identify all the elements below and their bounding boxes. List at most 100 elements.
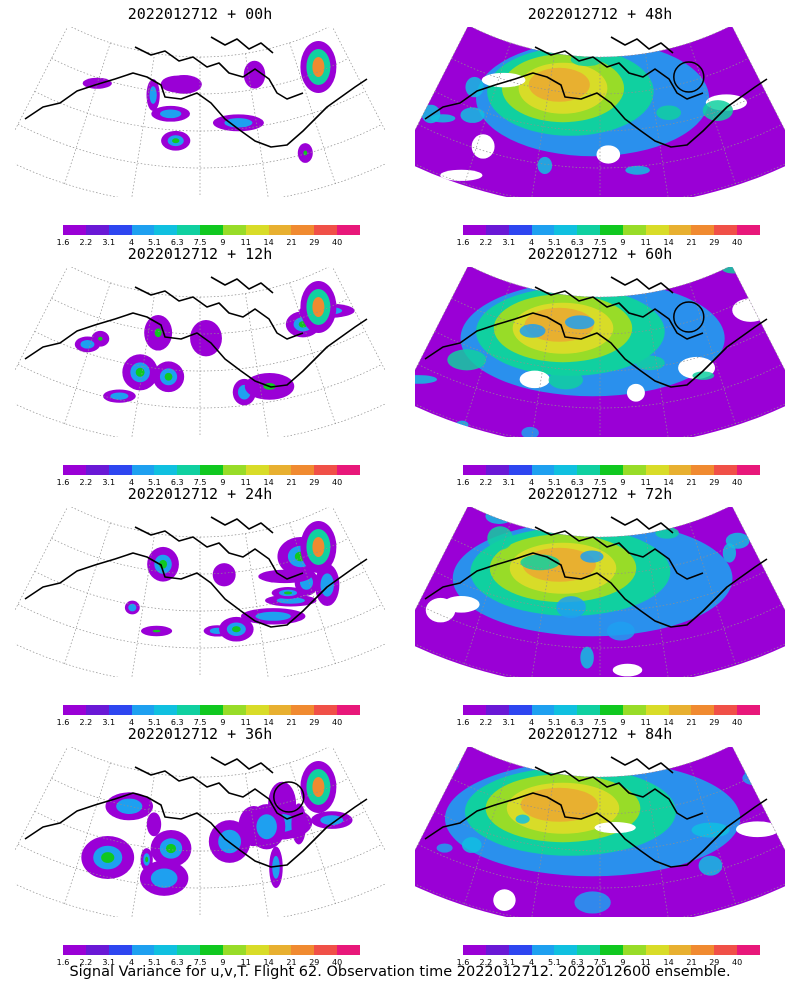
colorbar-swatch [531, 225, 555, 235]
colorbar-swatch [691, 705, 715, 715]
colorbar-swatch [63, 705, 86, 715]
colorbar-swatch [714, 945, 738, 955]
colorbar-label: 4 [528, 238, 535, 247]
colorbar-swatch [531, 945, 555, 955]
map-panel: 2022012712 + 84h 1.6 2.2 3.1 4 5.1 6.3 7.5 9 11 14… [400, 725, 800, 970]
colorbar-label: 6.3 [570, 238, 584, 247]
colorbar-label: 1.6 [56, 718, 70, 727]
colorbar-label: 9 [220, 718, 226, 727]
coastline [424, 276, 768, 388]
colorbar-swatch [291, 705, 315, 715]
panel-title: 2022012712 + 72h [527, 485, 673, 503]
colorbar-label: 3.1 [502, 238, 516, 247]
colorbar-swatch [508, 945, 532, 955]
panel-title: 2022012712 + 84h [527, 725, 673, 743]
colorbar-swatch [622, 465, 646, 475]
colorbar-label: 40 [332, 478, 343, 487]
colorbar-swatch [85, 225, 109, 235]
colorbar-label: 11 [240, 478, 251, 487]
colorbar-swatch [645, 705, 669, 715]
colorbar-swatch [222, 225, 246, 235]
colorbar-swatch [131, 945, 155, 955]
colorbar-swatch [714, 225, 738, 235]
colorbar [463, 465, 760, 475]
colorbar-label: 11 [640, 238, 651, 247]
colorbar-label: 21 [286, 478, 297, 487]
colorbar-swatch [531, 705, 555, 715]
colorbar-labels: 1.6 2.2 3.1 4 5.1 6.3 7.5 9 11 14 21 29 40 [55, 238, 355, 248]
colorbar-label: 6.3 [570, 958, 584, 967]
colorbar-label: 29 [709, 958, 720, 967]
variance-map [15, 27, 385, 197]
colorbar-label: 7.5 [193, 238, 207, 247]
map-panel: 2022012712 + 00h 1.6 2.2 3.1 4 5.1 6.3 7.5 9 11 14… [0, 5, 400, 250]
colorbar-label: 3.1 [502, 958, 516, 967]
colorbar-swatch [131, 705, 155, 715]
colorbar-labels: 1.6 2.2 3.1 4 5.1 6.3 7.5 9 11 14 21 29 40 [55, 958, 355, 968]
colorbar-label: 2.2 [479, 238, 493, 247]
colorbar-label: 11 [240, 238, 251, 247]
colorbar-label: 7.5 [193, 958, 207, 967]
colorbar-swatch [554, 945, 578, 955]
colorbar-swatch [291, 465, 315, 475]
coastline [424, 516, 768, 628]
colorbar-label: 5.1 [148, 958, 161, 967]
colorbar-labels: 1.6 2.2 3.1 4 5.1 6.3 7.5 9 11 14 21 29 40 [455, 718, 755, 728]
variance-map [415, 27, 785, 197]
colorbar-swatch [131, 225, 155, 235]
colorbar-label: 21 [286, 958, 297, 967]
highlight-circle [673, 61, 705, 93]
colorbar-label: 29 [709, 238, 720, 247]
colorbar-label: 21 [686, 958, 697, 967]
colorbar-label: 7.5 [193, 718, 207, 727]
colorbar-labels: 1.6 2.2 3.1 4 5.1 6.3 7.5 9 11 14 21 29 40 [55, 718, 355, 728]
colorbar-swatch [645, 465, 669, 475]
colorbar-swatch [737, 465, 760, 475]
variance-map [415, 747, 785, 917]
colorbar-swatch [691, 465, 715, 475]
colorbar-label: 29 [309, 718, 320, 727]
variance-field [415, 747, 785, 917]
highlight-circle [673, 301, 705, 333]
colorbar-swatch [600, 945, 623, 955]
colorbar-swatch [222, 705, 246, 715]
colorbar-swatch [177, 705, 201, 715]
colorbar-swatch [531, 465, 555, 475]
panel-title: 2022012712 + 00h [127, 5, 273, 23]
colorbar-label: 3.1 [102, 238, 116, 247]
colorbar-label: 29 [309, 238, 320, 247]
colorbar-swatch [645, 945, 669, 955]
colorbar-label: 2.2 [79, 238, 93, 247]
colorbar-swatch [691, 945, 715, 955]
colorbar-labels: 1.6 2.2 3.1 4 5.1 6.3 7.5 9 11 14 21 29 40 [55, 478, 355, 488]
variance-map [15, 507, 385, 677]
colorbar-label: 7.5 [193, 478, 207, 487]
colorbar-swatch [600, 225, 623, 235]
colorbar-label: 7.5 [593, 958, 607, 967]
colorbar-swatch [245, 465, 269, 475]
colorbar-swatch [622, 945, 646, 955]
colorbar-swatch [222, 945, 246, 955]
colorbar-label: 21 [286, 238, 297, 247]
colorbar-label: 2.2 [79, 718, 93, 727]
graticule [15, 27, 385, 197]
colorbar-label: 3.1 [102, 478, 116, 487]
colorbar-swatch [714, 705, 738, 715]
colorbar-swatch [668, 225, 692, 235]
colorbar-label: 2.2 [479, 478, 493, 487]
colorbar-swatch [268, 225, 292, 235]
panel-title: 2022012712 + 60h [527, 245, 673, 263]
colorbar-swatch [200, 705, 223, 715]
colorbar-label: 5.1 [548, 478, 561, 487]
colorbar-swatch [154, 225, 178, 235]
coastline [24, 516, 368, 628]
colorbar-label: 29 [309, 958, 320, 967]
colorbar-label: 6.3 [170, 238, 184, 247]
colorbar-label: 29 [709, 718, 720, 727]
colorbar-swatch [645, 225, 669, 235]
colorbar-swatch [508, 465, 532, 475]
colorbar-label: 9 [620, 238, 626, 247]
colorbar [63, 225, 360, 235]
colorbar-swatch [577, 945, 601, 955]
colorbar-swatch [714, 465, 738, 475]
